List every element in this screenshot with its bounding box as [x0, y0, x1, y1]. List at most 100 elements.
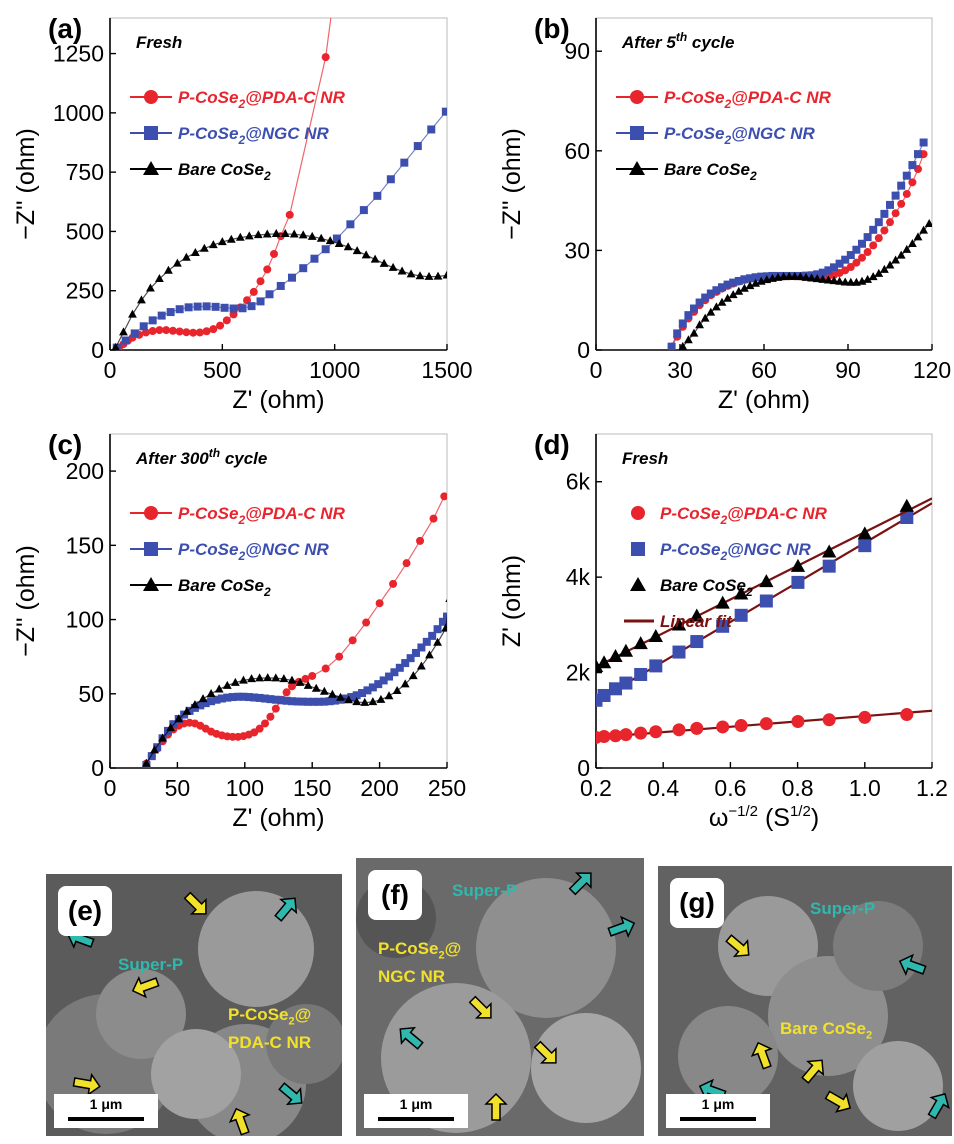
chart-panel-2: 0 50 100 150 200 250 0 50 100 150 200 Z' (ohm) −Z'' …: [12, 429, 466, 832]
data-point: [899, 498, 914, 512]
x-tick-label: 1.2: [916, 775, 948, 801]
data-point: [199, 243, 209, 252]
data-point: [740, 283, 749, 292]
data-point: [358, 689, 367, 698]
data-point: [846, 277, 856, 286]
data-point: [716, 720, 730, 734]
data-point: [649, 725, 663, 739]
data-point: [175, 305, 184, 314]
y-tick-label: 200: [66, 458, 104, 484]
data-point: [858, 710, 872, 724]
data-point: [266, 712, 275, 721]
data-point: [222, 316, 231, 325]
data-point: [155, 326, 164, 335]
data-point: [220, 303, 229, 312]
data-point: [239, 692, 248, 701]
data-point: [440, 492, 447, 501]
y-tick-label: 0: [91, 337, 104, 363]
sem-panel-f: (f) Super-P P-CoSe2@ NGC NR 1 μm: [356, 858, 644, 1136]
data-point: [723, 280, 732, 289]
data-point: [442, 270, 447, 279]
y-tick-label: 2k: [566, 660, 591, 686]
series-1: [596, 502, 932, 707]
legend: P-CoSe2@PDA-C NR P-CoSe2@NGC NR Bare CoSe2: [130, 88, 346, 183]
data-point: [700, 313, 710, 322]
data-point: [818, 274, 828, 283]
data-point: [406, 269, 416, 278]
legend: P-CoSe2@PDA-C NR P-CoSe2@NGC NR Bare CoSe2: [130, 504, 346, 599]
data-point: [824, 275, 833, 284]
legend-entry: P-CoSe2@NGC NR: [664, 124, 816, 147]
legend-entry: P-CoSe2@PDA-C NR: [664, 88, 832, 111]
legend-marker: [144, 126, 158, 140]
data-point: [119, 327, 128, 336]
sem-panel-g: (g) Super-P Bare CoSe2 1 μm: [658, 866, 952, 1136]
data-point: [256, 277, 265, 286]
arrow-icon: [278, 1082, 303, 1106]
data-point: [266, 695, 275, 704]
data-point: [185, 706, 194, 715]
x-tick-label: 30: [667, 357, 693, 383]
sem-micrograph-e: [46, 891, 342, 1136]
data-point: [361, 250, 371, 259]
data-point: [411, 648, 420, 657]
data-point: [690, 304, 698, 313]
data-point: [341, 694, 350, 703]
data-point: [212, 695, 221, 704]
data-point: [673, 329, 682, 338]
data-point: [157, 311, 166, 320]
legend-marker: [144, 506, 158, 520]
scale-bar: 1 μm: [364, 1094, 468, 1128]
data-point: [347, 693, 356, 702]
data-point: [166, 723, 176, 732]
data-point: [734, 719, 748, 733]
x-tick-label: 1000: [309, 357, 360, 383]
legend-marker: [143, 577, 159, 591]
data-point: [198, 694, 208, 703]
data-point: [276, 281, 285, 290]
data-point: [316, 233, 326, 242]
data-point: [295, 677, 305, 686]
data-point: [734, 276, 743, 285]
data-point: [209, 325, 218, 334]
data-point: [304, 697, 313, 706]
data-point: [336, 692, 345, 701]
data-point: [255, 724, 264, 733]
x-tick-label: 90: [835, 357, 861, 383]
x-tick-label: 50: [165, 775, 191, 801]
data-point: [166, 308, 175, 317]
x-tick-label: 0: [104, 357, 117, 383]
data-point: [235, 232, 245, 241]
data-point: [402, 559, 411, 568]
data-point: [206, 688, 216, 697]
data-point: [223, 693, 232, 702]
data-point: [234, 692, 243, 701]
data-point: [395, 663, 404, 672]
data-point: [150, 745, 159, 754]
data-point: [891, 191, 900, 200]
legend-entry: P-CoSe2@NGC NR: [178, 540, 330, 563]
data-point: [897, 181, 906, 190]
arrow-icon: [533, 1040, 557, 1064]
data-point: [173, 258, 182, 267]
legend-entry: P-CoSe2@NGC NR: [178, 124, 330, 147]
data-point: [874, 234, 883, 243]
legend-marker: [144, 542, 158, 556]
data-point: [678, 319, 687, 328]
data-point: [352, 246, 362, 255]
data-point: [390, 668, 399, 677]
data-point: [271, 673, 281, 682]
x-tick-label: 1.0: [849, 775, 881, 801]
data-point: [908, 161, 917, 170]
data-point: [880, 264, 889, 273]
data-point: [835, 259, 844, 268]
data-point: [863, 274, 872, 283]
arrow-icon: [131, 976, 160, 999]
data-point: [902, 189, 911, 198]
plot-frame: [109, 433, 448, 769]
arrow-icon: [468, 995, 492, 1019]
data-point: [678, 341, 688, 350]
data-point: [424, 271, 434, 280]
x-tick-label: 100: [226, 775, 264, 801]
data-point: [247, 674, 256, 683]
